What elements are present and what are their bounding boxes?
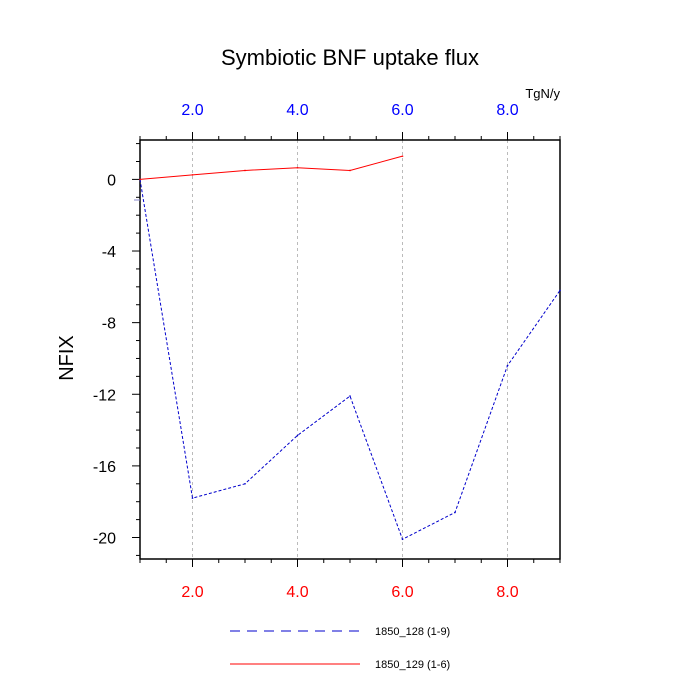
x-top-tick-label: 4.0: [286, 102, 308, 119]
legend-label-2: 1850_129 (1-6): [375, 659, 450, 671]
data-point: [506, 364, 509, 367]
data-point: [244, 169, 246, 172]
y-tick-label: -8: [102, 316, 116, 333]
data-point: [349, 169, 351, 172]
data-point: [296, 434, 299, 437]
units-label: TgN/y: [525, 86, 560, 101]
x-tick-label: 4.0: [286, 584, 308, 601]
x-top-tick-label: 2.0: [181, 102, 203, 119]
x-tick-label: 2.0: [181, 584, 203, 601]
data-point: [191, 497, 194, 499]
data-point: [191, 174, 194, 176]
series-line-1: [139, 179, 561, 541]
axes: 2.0 2.0 4.0 4.0 6.0 6.0 8.0 8.0 0 -4 -8 -12 -16 -20: [93, 102, 561, 601]
legend-label-1: 1850_128 (1-9): [375, 626, 450, 638]
plot-frame: [139, 139, 561, 560]
series-layer: [139, 155, 561, 541]
y-tick-label: -20: [93, 531, 116, 548]
y-tick-label: -12: [93, 387, 116, 404]
data-point: [139, 178, 141, 181]
gridlines: [192, 140, 508, 559]
data-point: [454, 511, 456, 514]
data-point: [401, 538, 404, 541]
series-line-2: [139, 155, 403, 180]
y-tick-label: -16: [93, 459, 116, 476]
legend: 1850_128 (1-9) 1850_129 (1-6): [230, 626, 450, 671]
data-point: [349, 395, 351, 397]
y-tick-label: 0: [107, 172, 116, 189]
chart-title: Symbiotic BNF uptake flux: [221, 45, 479, 70]
data-point: [296, 166, 299, 169]
y-tick-label: -4: [102, 244, 116, 261]
data-point: [559, 289, 561, 292]
x-tick-label: 6.0: [391, 584, 413, 601]
data-point: [244, 482, 246, 485]
data-point: [401, 155, 404, 157]
x-top-tick-label: 6.0: [391, 102, 413, 119]
y-axis-label: NFIX: [56, 335, 78, 381]
x-tick-label: 8.0: [496, 584, 518, 601]
x-top-tick-label: 8.0: [496, 102, 518, 119]
